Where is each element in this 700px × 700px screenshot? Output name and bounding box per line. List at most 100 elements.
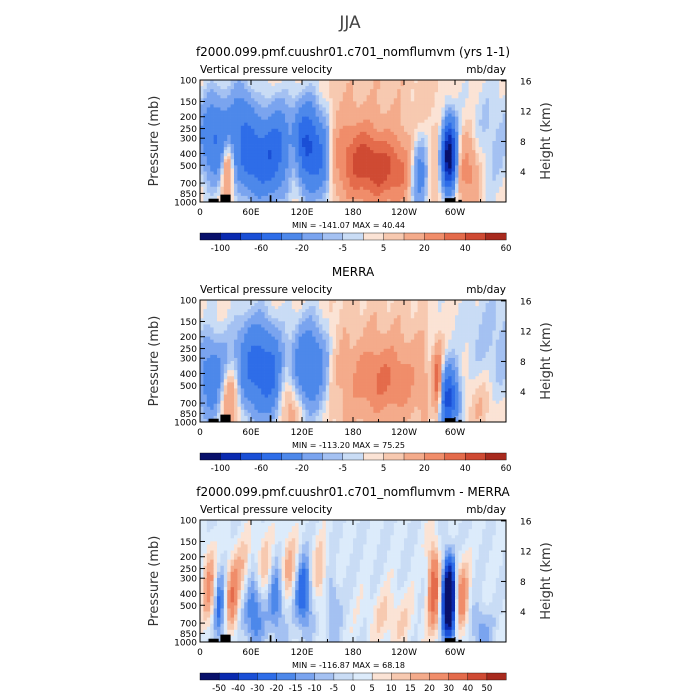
heatmap-cell — [383, 89, 388, 93]
heatmap-cell — [339, 144, 344, 148]
heatmap-cell — [298, 101, 303, 105]
heatmap-cell — [271, 315, 276, 319]
heatmap-cell — [414, 134, 418, 139]
heatmap-cell — [366, 144, 371, 148]
heatmap-cell — [210, 195, 214, 200]
heatmap-cell — [387, 324, 391, 328]
heatmap-cell — [217, 342, 221, 347]
heatmap-cell — [274, 101, 279, 105]
heatmap-cell — [427, 183, 432, 188]
heatmap-cell — [458, 86, 463, 90]
heatmap-cell — [472, 165, 476, 169]
heatmap-cell — [315, 104, 320, 108]
heatmap-cell — [274, 162, 279, 166]
heatmap-cell — [234, 107, 238, 111]
heatmap-cell — [295, 192, 299, 197]
heatmap-cell — [370, 174, 374, 178]
heatmap-cell — [223, 159, 228, 163]
heatmap-cell — [393, 333, 398, 337]
heatmap-cell — [227, 330, 231, 334]
heatmap-cell — [387, 339, 391, 344]
heatmap-cell — [217, 101, 221, 105]
heatmap-cell — [472, 119, 476, 124]
heatmap-cell — [220, 80, 225, 84]
heatmap-cell — [322, 171, 327, 175]
heatmap-cell — [363, 116, 367, 120]
heatmap-cell — [281, 198, 286, 203]
heatmap-cell — [393, 95, 398, 99]
heatmap-cell — [322, 303, 327, 307]
heatmap-cell — [472, 113, 476, 117]
heatmap-cell — [502, 327, 507, 331]
heatmap-cell — [257, 186, 262, 191]
heatmap-cell — [414, 144, 418, 148]
heatmap-cell — [376, 83, 381, 87]
heatmap-cell — [363, 110, 367, 114]
heatmap-cell — [363, 315, 367, 319]
heatmap-cell — [434, 324, 439, 328]
heatmap-cell — [458, 147, 463, 151]
heatmap-cell — [200, 147, 204, 151]
heatmap-cell — [461, 80, 466, 84]
heatmap-cell — [223, 168, 228, 172]
heatmap-cell — [346, 318, 350, 322]
heatmap-cell — [308, 110, 313, 114]
heatmap-cell — [492, 177, 497, 181]
heatmap-cell — [298, 147, 303, 151]
heatmap-cell — [383, 177, 388, 181]
heatmap-cell — [417, 180, 422, 185]
heatmap-cell — [349, 116, 354, 120]
heatmap-cell — [390, 189, 395, 194]
heatmap-cell — [448, 315, 452, 319]
heatmap-cell — [349, 144, 354, 148]
heatmap-cell — [203, 312, 208, 316]
heatmap-cell — [482, 333, 486, 337]
heatmap-cell — [210, 312, 214, 316]
heatmap-cell — [217, 104, 221, 108]
heatmap-cell — [485, 198, 490, 203]
heatmap-cell — [444, 318, 449, 322]
heatmap-cell — [274, 309, 279, 313]
heatmap-cell — [325, 147, 330, 151]
heatmap-cell — [329, 192, 333, 197]
heatmap-cell — [291, 153, 296, 157]
heatmap-cell — [356, 333, 361, 337]
heatmap-cell — [302, 119, 306, 124]
heatmap-cell — [359, 315, 364, 319]
heatmap-cell — [434, 119, 439, 124]
heatmap-cell — [492, 107, 497, 111]
heatmap-cell — [298, 107, 303, 111]
heatmap-cell — [251, 339, 255, 344]
heatmap-cell — [251, 198, 255, 203]
heatmap-cell — [213, 315, 218, 319]
heatmap-cell — [217, 192, 221, 197]
heatmap-cell — [383, 336, 388, 340]
heatmap-cell — [380, 104, 384, 108]
heatmap-cell — [332, 104, 337, 108]
heatmap-cell — [223, 86, 228, 90]
heatmap-cell — [291, 131, 296, 136]
heatmap-cell — [353, 333, 357, 337]
colorbar-label: -20 — [295, 244, 309, 254]
heatmap-cell — [390, 312, 395, 316]
heatmap-cell — [240, 80, 245, 84]
heatmap-cell — [315, 110, 320, 114]
heatmap-cell — [247, 195, 252, 200]
heatmap-cell — [264, 159, 269, 163]
heatmap-cell — [380, 147, 384, 151]
heatmap-cell — [383, 183, 388, 188]
heatmap-cell — [278, 168, 282, 172]
heatmap-cell — [468, 110, 473, 114]
heatmap-cell — [478, 336, 483, 340]
heatmap-cell — [465, 98, 469, 102]
heatmap-cell — [346, 174, 350, 178]
heatmap-cell — [485, 309, 490, 313]
heatmap-cell — [305, 186, 310, 191]
heatmap-cell — [421, 89, 425, 93]
topography-block — [269, 195, 272, 202]
heatmap-cell — [315, 144, 320, 148]
heatmap-cell — [485, 327, 490, 331]
heatmap-cell — [288, 300, 293, 304]
heatmap-cell — [257, 134, 262, 139]
heatmap-cell — [431, 327, 435, 331]
